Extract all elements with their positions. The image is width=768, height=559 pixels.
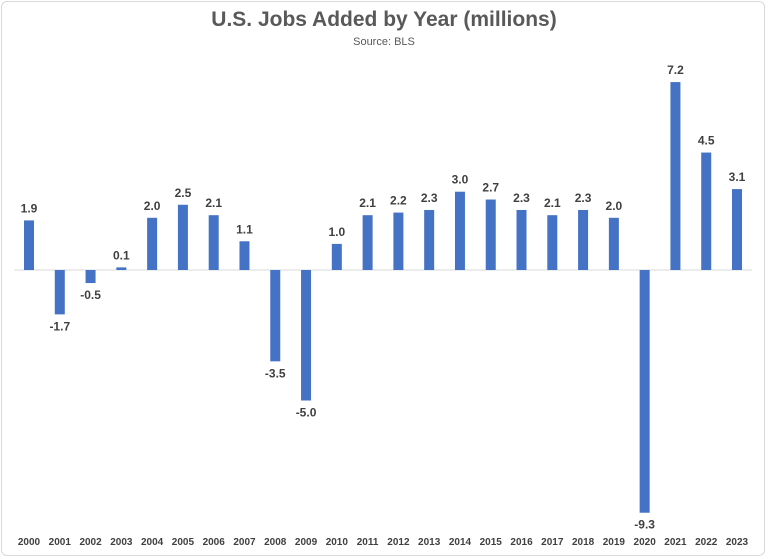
- x-tick-label: 2016: [510, 537, 533, 548]
- chart-subtitle: Source: BLS: [353, 36, 415, 48]
- data-label-2023: 3.1: [729, 170, 746, 184]
- data-label-2003: 0.1: [113, 248, 130, 262]
- bar-2003: [116, 267, 127, 270]
- data-label-2005: 2.5: [175, 186, 192, 200]
- data-label-2012: 2.2: [390, 194, 407, 208]
- data-label-2011: 2.1: [359, 196, 376, 210]
- bar-2017: [547, 215, 558, 270]
- bar-2018: [578, 209, 589, 270]
- x-tick-label: 2000: [18, 537, 41, 548]
- bar-2015: [485, 199, 496, 270]
- bar-2014: [454, 191, 465, 270]
- x-tick-label: 2012: [387, 537, 410, 548]
- x-tick-label: 2010: [326, 537, 349, 548]
- x-tick-label: 2018: [572, 537, 595, 548]
- data-label-2017: 2.1: [544, 196, 561, 210]
- x-tick-label: 2008: [264, 537, 287, 548]
- bar-2020: [639, 270, 650, 513]
- data-label-2021: 7.2: [667, 63, 684, 77]
- data-label-2009: -5.0: [296, 406, 317, 420]
- bar-2002: [85, 270, 96, 284]
- bar-2009: [301, 270, 312, 401]
- bar-2007: [239, 241, 250, 270]
- x-tick-label: 2003: [110, 537, 133, 548]
- bar-2011: [362, 215, 373, 270]
- data-label-2001: -1.7: [49, 319, 70, 333]
- data-label-2013: 2.3: [421, 191, 438, 205]
- x-tick-label: 2013: [418, 537, 441, 548]
- x-tick-label: 2002: [79, 537, 102, 548]
- x-tick-label: 2017: [541, 537, 564, 548]
- bar-2012: [393, 212, 404, 270]
- x-tick-label: 2022: [695, 537, 718, 548]
- data-label-2015: 2.7: [482, 181, 499, 195]
- x-tick-label: 2020: [634, 537, 657, 548]
- bar-2005: [177, 204, 188, 270]
- x-tick-label: 2005: [172, 537, 195, 548]
- data-label-2004: 2.0: [144, 199, 161, 213]
- x-tick-label: 2014: [449, 537, 472, 548]
- x-tick-label: 2009: [295, 537, 318, 548]
- bar-2019: [608, 217, 619, 270]
- bar-2021: [670, 82, 681, 270]
- data-label-2018: 2.3: [575, 191, 592, 205]
- data-label-2014: 3.0: [452, 173, 469, 187]
- bar-2022: [701, 152, 712, 270]
- x-tick-label: 2019: [603, 537, 626, 548]
- data-label-2022: 4.5: [698, 134, 715, 148]
- data-label-2008: -3.5: [265, 366, 286, 380]
- data-label-2010: 1.0: [328, 225, 345, 239]
- x-tick-label: 2007: [233, 537, 256, 548]
- data-label-2019: 2.0: [606, 199, 623, 213]
- x-tick-label: 2006: [203, 537, 226, 548]
- bar-2004: [147, 217, 158, 270]
- bar-2013: [424, 209, 435, 270]
- data-label-2000: 1.9: [21, 201, 38, 215]
- chart-title: U.S. Jobs Added by Year (millions): [211, 8, 557, 31]
- bar-2000: [24, 220, 34, 270]
- x-tick-label: 2021: [664, 537, 687, 548]
- x-tick-label: 2015: [480, 537, 503, 548]
- data-label-2006: 2.1: [205, 196, 222, 210]
- data-label-2002: -0.5: [80, 288, 101, 302]
- data-label-2016: 2.3: [513, 191, 530, 205]
- x-tick-label: 2023: [726, 537, 749, 548]
- bar-2016: [516, 209, 527, 270]
- data-label-2007: 1.1: [236, 222, 253, 236]
- bar-2006: [208, 215, 219, 270]
- x-tick-label: 2001: [49, 537, 72, 548]
- data-label-2020: -9.3: [634, 518, 655, 532]
- bar-2008: [270, 270, 281, 362]
- x-tick-label: 2011: [357, 537, 379, 548]
- bar-2023: [732, 189, 742, 270]
- bar-2001: [54, 270, 65, 315]
- x-tick-label: 2004: [141, 537, 164, 548]
- bar-2010: [331, 243, 342, 270]
